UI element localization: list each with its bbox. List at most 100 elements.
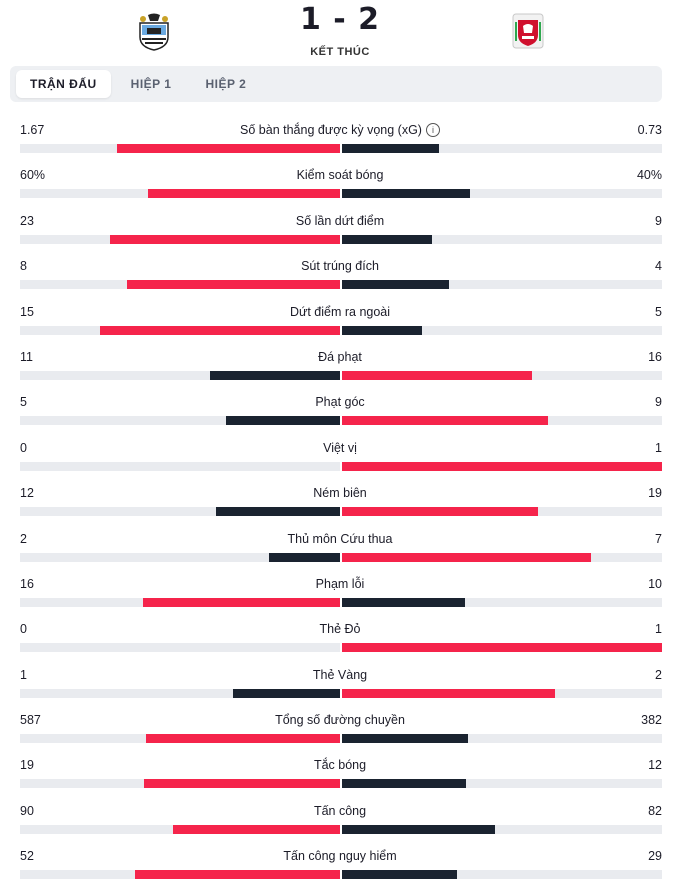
home-bar xyxy=(225,416,340,426)
match-header: 1 - 2 KẾT THÚC xyxy=(0,0,680,66)
match-status: KẾT THÚC xyxy=(310,46,370,58)
home-stat-value: 12 xyxy=(20,486,34,501)
stat-row: 587 Tổng số đường chuyền 382 xyxy=(0,712,680,757)
home-bar-track xyxy=(20,870,340,880)
home-bar xyxy=(148,189,340,199)
stat-row: 5 Phạt góc 9 xyxy=(0,394,680,439)
tab-second-half[interactable]: HIỆP 2 xyxy=(205,77,247,91)
home-bar-track xyxy=(20,688,340,698)
home-bar xyxy=(233,688,340,698)
home-bar-track xyxy=(20,370,340,380)
stat-label-text: Đá phạt xyxy=(318,349,362,364)
home-stat-value: 60% xyxy=(20,168,46,183)
stat-label-text: Thủ môn Cứu thua xyxy=(287,531,393,546)
stat-row: 1.67 Số bàn thắng được kỳ vọng (xG) i 0.73 xyxy=(0,122,680,167)
away-bar xyxy=(342,144,440,153)
stat-label: Ném biên xyxy=(120,486,560,500)
home-stat-value: 587 xyxy=(20,713,41,728)
stat-label-text: Tấn công nguy hiểm xyxy=(283,849,397,864)
home-bar-track xyxy=(20,597,340,607)
away-bar xyxy=(342,416,548,426)
stat-label: Sút trúng đích xyxy=(120,259,560,273)
away-bar xyxy=(342,280,449,290)
stat-row: 1 Thẻ Vàng 2 xyxy=(0,667,680,712)
away-bar-track xyxy=(342,416,662,426)
stats-list: 1.67 Số bàn thắng được kỳ vọng (xG) i 0.73 6… xyxy=(0,122,680,894)
stat-row: 0 Thẻ Đỏ 1 xyxy=(0,621,680,666)
info-icon[interactable]: i xyxy=(425,123,440,137)
home-bar xyxy=(172,824,340,834)
away-bar xyxy=(342,325,422,335)
away-bar-track xyxy=(342,688,662,698)
home-stat-value: 0 xyxy=(20,440,27,455)
away-stat-value: 12 xyxy=(648,758,662,773)
stat-label-text: Thẻ Vàng xyxy=(312,667,368,682)
away-bar xyxy=(342,507,539,517)
stat-row: 2 Thủ môn Cứu thua 7 xyxy=(0,531,680,576)
home-bar xyxy=(117,144,340,153)
stat-label-text: Số bàn thắng được kỳ vọng (xG) xyxy=(240,123,422,137)
away-bar-track xyxy=(342,597,662,607)
away-stat-value: 2 xyxy=(655,667,662,682)
away-stat-value: 1 xyxy=(655,622,662,637)
stat-label: Kiểm soát bóng xyxy=(120,168,560,182)
home-stat-value: 11 xyxy=(20,349,33,364)
stat-label: Việt vị xyxy=(120,441,560,455)
away-bar xyxy=(342,597,466,607)
away-stat-value: 4 xyxy=(655,259,662,274)
stat-label: Thẻ Vàng xyxy=(120,668,560,682)
home-bar xyxy=(134,870,340,880)
home-bar-track xyxy=(20,280,340,290)
stat-label-text: Tắc bóng xyxy=(313,758,367,773)
away-bar xyxy=(342,370,532,380)
stat-label-text: Số lần dứt điểm xyxy=(295,213,385,228)
period-tabs: TRẬN ĐẤU HIỆP 1 HIỆP 2 xyxy=(10,66,662,102)
stat-row: 0 Việt vị 1 xyxy=(0,440,680,485)
stat-row: 16 Phạm lỗi 10 xyxy=(0,576,680,621)
home-bar-track xyxy=(20,461,340,471)
away-bar xyxy=(342,870,457,880)
liverpool-crest-icon xyxy=(512,13,544,49)
away-bar-track xyxy=(342,370,662,380)
away-stat-value: 0.73 xyxy=(637,123,662,137)
stat-row: 23 Số lần dứt điểm 9 xyxy=(0,213,680,258)
home-bar-track xyxy=(20,779,340,789)
stat-label: Phạt góc xyxy=(120,395,560,409)
home-stat-value: 16 xyxy=(20,576,34,591)
home-bar-track xyxy=(20,824,340,834)
stat-label: Thẻ Đỏ xyxy=(120,622,560,636)
home-bar xyxy=(146,734,340,744)
stat-label-text: Ném biên xyxy=(313,486,367,501)
away-bar xyxy=(342,779,466,789)
home-stat-value: 23 xyxy=(20,213,34,228)
home-bar-track xyxy=(20,234,340,244)
home-bar xyxy=(143,779,340,789)
stat-label: Số bàn thắng được kỳ vọng (xG) i xyxy=(120,123,560,137)
away-stat-value: 5 xyxy=(655,304,662,319)
away-stat-value: 10 xyxy=(648,576,662,591)
tab-match[interactable]: TRẬN ĐẤU xyxy=(16,70,111,98)
stat-label-text: Sút trúng đích xyxy=(301,259,379,274)
home-stat-value: 52 xyxy=(20,849,34,864)
away-stat-value: 7 xyxy=(655,531,662,546)
stat-label: Đá phạt xyxy=(120,350,560,364)
away-team-logo[interactable] xyxy=(508,10,548,52)
away-bar xyxy=(342,189,470,199)
away-bar xyxy=(342,688,556,698)
away-bar xyxy=(342,461,662,471)
home-bar-track xyxy=(20,416,340,426)
stat-label-text: Phạt góc xyxy=(315,395,365,410)
tab-first-half[interactable]: HIỆP 1 xyxy=(130,77,172,91)
away-bar-track xyxy=(342,643,662,653)
home-stat-value: 19 xyxy=(20,758,34,773)
home-team-logo[interactable] xyxy=(134,10,174,52)
home-bar xyxy=(100,325,340,335)
away-stat-value: 382 xyxy=(641,713,662,728)
stat-label-text: Thẻ Đỏ xyxy=(319,622,361,637)
home-bar xyxy=(209,370,340,380)
away-bar-track xyxy=(342,461,662,471)
match-score: 1 - 2 xyxy=(299,2,381,37)
home-bar xyxy=(143,597,340,607)
away-stat-value: 40% xyxy=(636,168,662,183)
away-bar-track xyxy=(342,189,662,199)
